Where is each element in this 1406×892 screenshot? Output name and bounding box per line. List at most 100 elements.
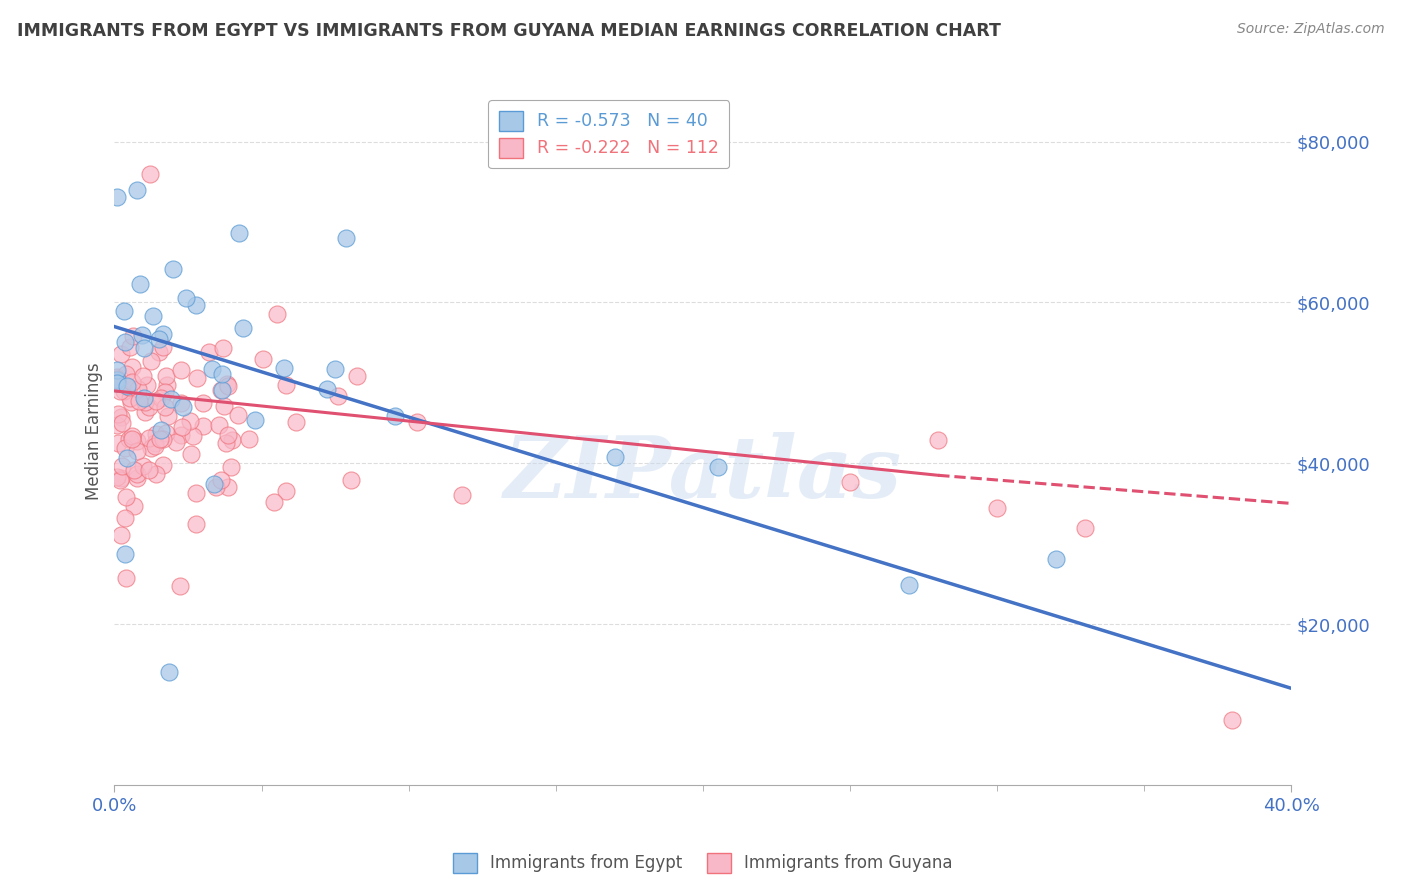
- Point: [114, 511, 136, 525]
- Point: [208, 417, 231, 432]
- Point: [170, 427, 193, 442]
- Point: [145, 427, 167, 442]
- Point: [323, 362, 346, 376]
- Point: [274, 483, 297, 498]
- Point: [274, 377, 297, 392]
- Point: [107, 436, 129, 450]
- Point: [212, 400, 235, 414]
- Point: [142, 310, 165, 324]
- Point: [170, 363, 193, 377]
- Point: [405, 415, 427, 429]
- Point: [139, 441, 162, 455]
- Point: [121, 428, 143, 442]
- Point: [118, 391, 141, 405]
- Y-axis label: Median Earnings: Median Earnings: [86, 362, 103, 500]
- Point: [118, 340, 141, 354]
- Point: [927, 433, 949, 447]
- Point: [228, 226, 250, 240]
- Point: [897, 578, 920, 592]
- Point: [110, 410, 132, 425]
- Point: [152, 327, 174, 342]
- Point: [165, 434, 187, 449]
- Point: [1045, 552, 1067, 566]
- Text: ZIPatlas: ZIPatlas: [503, 432, 901, 516]
- Point: [105, 372, 128, 386]
- Point: [132, 459, 155, 474]
- Point: [232, 321, 254, 335]
- Point: [169, 579, 191, 593]
- Point: [217, 379, 239, 393]
- Point: [122, 463, 145, 477]
- Point: [191, 396, 214, 410]
- Point: [149, 432, 172, 446]
- Point: [131, 328, 153, 343]
- Point: [114, 384, 136, 398]
- Point: [172, 400, 194, 414]
- Point: [121, 359, 143, 374]
- Point: [143, 439, 166, 453]
- Point: [112, 304, 135, 318]
- Point: [180, 447, 202, 461]
- Point: [1222, 714, 1244, 728]
- Point: [118, 432, 141, 446]
- Point: [145, 467, 167, 482]
- Point: [107, 408, 129, 422]
- Point: [217, 428, 239, 442]
- Point: [221, 434, 243, 448]
- Point: [114, 334, 136, 349]
- Point: [183, 429, 205, 443]
- Point: [128, 393, 150, 408]
- Point: [986, 501, 1008, 516]
- Point: [162, 262, 184, 277]
- Point: [211, 367, 233, 381]
- Point: [105, 373, 128, 387]
- Point: [155, 369, 177, 384]
- Point: [108, 473, 131, 487]
- Point: [134, 341, 156, 355]
- Point: [217, 377, 239, 392]
- Point: [105, 417, 128, 432]
- Point: [219, 460, 242, 475]
- Point: [136, 378, 159, 392]
- Point: [186, 517, 208, 532]
- Point: [335, 231, 357, 245]
- Point: [127, 444, 149, 458]
- Point: [217, 480, 239, 494]
- Point: [284, 416, 307, 430]
- Point: [204, 480, 226, 494]
- Legend: R = -0.573   N = 40, R = -0.222   N = 112: R = -0.573 N = 40, R = -0.222 N = 112: [488, 100, 730, 169]
- Point: [155, 425, 177, 440]
- Point: [263, 495, 285, 509]
- Point: [125, 183, 148, 197]
- Point: [141, 354, 163, 368]
- Point: [211, 384, 233, 398]
- Point: [170, 420, 193, 434]
- Point: [105, 370, 128, 384]
- Point: [105, 376, 128, 390]
- Point: [138, 431, 160, 445]
- Point: [215, 436, 238, 450]
- Point: [153, 384, 176, 399]
- Point: [120, 394, 142, 409]
- Point: [200, 362, 222, 376]
- Point: [138, 167, 160, 181]
- Point: [138, 401, 160, 415]
- Point: [209, 383, 232, 397]
- Point: [198, 344, 221, 359]
- Point: [202, 477, 225, 491]
- Point: [157, 665, 180, 680]
- Point: [134, 394, 156, 409]
- Point: [252, 352, 274, 367]
- Point: [125, 467, 148, 481]
- Point: [115, 450, 138, 465]
- Point: [110, 346, 132, 360]
- Point: [159, 392, 181, 407]
- Point: [209, 473, 232, 487]
- Point: [115, 368, 138, 382]
- Point: [117, 379, 139, 393]
- Point: [122, 329, 145, 343]
- Point: [105, 363, 128, 377]
- Point: [156, 378, 179, 392]
- Point: [145, 394, 167, 409]
- Point: [706, 459, 728, 474]
